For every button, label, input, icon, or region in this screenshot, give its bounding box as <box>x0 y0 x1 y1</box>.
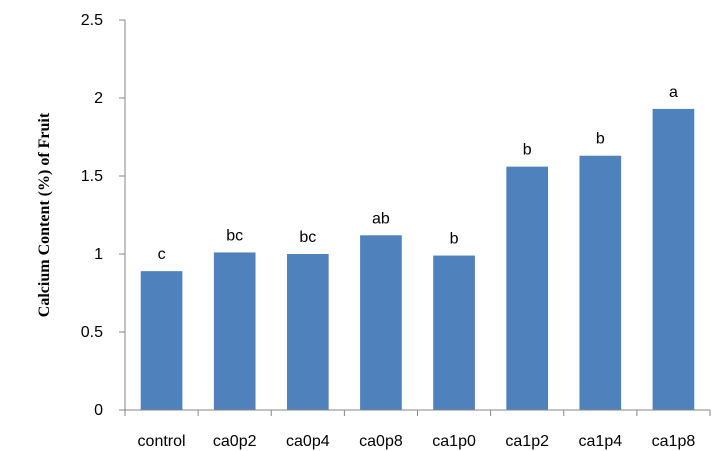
bar-ca1p4 <box>579 155 622 410</box>
bars <box>140 108 695 411</box>
bar-ca0p8 <box>360 235 402 410</box>
x-tick-label-ca1p4: ca1p4 <box>579 433 623 450</box>
data-label-ca1p2: b <box>523 142 532 159</box>
data-labels: c bc bc ab b b b a <box>158 84 678 263</box>
x-tick-label-ca1p8: ca1p8 <box>652 433 696 450</box>
data-label-ca1p4: b <box>596 131 605 148</box>
data-label-ca0p8: ab <box>372 210 390 227</box>
bar-ca1p0 <box>433 255 475 410</box>
x-tick-label-ca0p8: ca0p8 <box>359 433 403 450</box>
bar-ca1p2 <box>506 166 549 410</box>
x-tick-label-ca1p2: ca1p2 <box>505 433 549 450</box>
x-axis: control ca0p2 ca0p4 ca0p8 ca1p0 ca1p2 ca1p4 ca1… <box>124 410 711 450</box>
x-tick-label-ca1p0: ca1p0 <box>432 433 476 450</box>
y-axis-title: Calcium Content (%) of Fruit <box>36 112 53 317</box>
y-axis: 0 0.5 1 1.5 2 2.5 <box>81 12 125 419</box>
x-tick-label-ca0p2: ca0p2 <box>213 433 257 450</box>
data-label-control: c <box>158 246 166 263</box>
y-tick-label: 1.5 <box>81 168 103 185</box>
bar-ca0p4 <box>286 254 329 410</box>
data-label-ca0p4: bc <box>299 229 316 246</box>
data-label-ca0p2: bc <box>226 227 243 244</box>
y-tick-label: 2 <box>94 90 103 107</box>
bar-ca1p8 <box>652 108 695 411</box>
y-tick-label: 0.5 <box>81 324 103 341</box>
bar-ca0p2 <box>213 252 256 410</box>
y-tick-label: 1 <box>94 246 103 263</box>
y-tick-label: 2.5 <box>81 12 103 29</box>
y-tick-label: 0 <box>94 402 103 419</box>
data-label-ca1p8: a <box>669 84 678 101</box>
bar-control <box>140 271 183 410</box>
x-tick-label-control: control <box>138 433 186 450</box>
data-label-ca1p0: b <box>450 231 459 248</box>
x-tick-label-ca0p4: ca0p4 <box>286 433 330 450</box>
